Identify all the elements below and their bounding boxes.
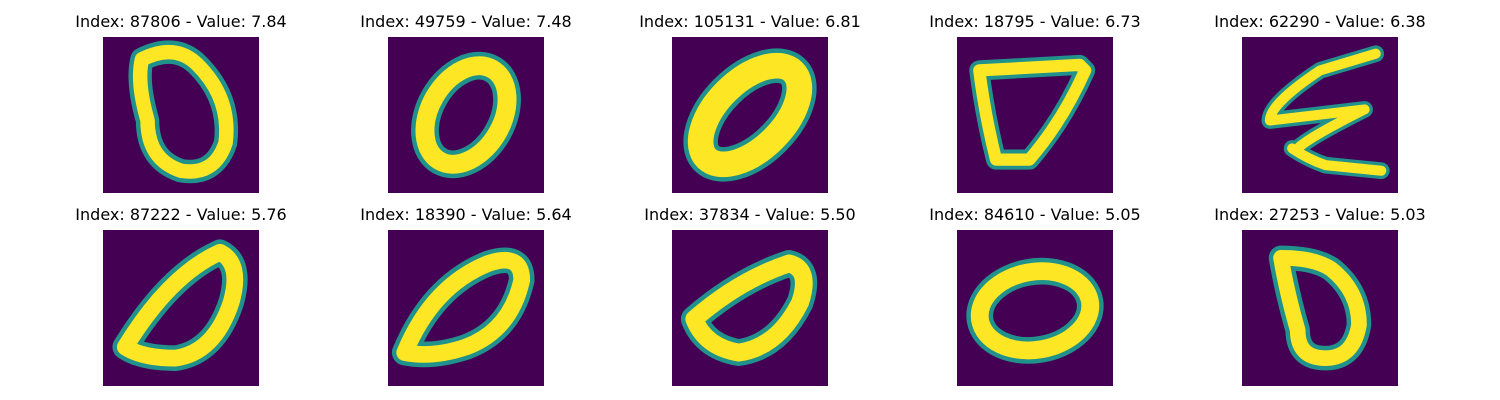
digit-image <box>957 37 1113 193</box>
digit-image <box>672 37 828 193</box>
digit-image <box>103 230 259 386</box>
digit-image <box>672 230 828 386</box>
digit-panel-5: Index: 62290 - Value: 6.38 <box>1175 12 1465 192</box>
digit-panel-1: Index: 87806 - Value: 7.84 <box>36 12 326 192</box>
digit-panel-2: Index: 49759 - Value: 7.48 <box>321 12 611 192</box>
panel-title: Index: 18390 - Value: 5.64 <box>321 205 611 225</box>
digit-panel-4: Index: 18795 - Value: 6.73 <box>890 12 1180 192</box>
digit-image <box>1242 230 1398 386</box>
digit-panel-7: Index: 18390 - Value: 5.64 <box>321 205 611 385</box>
panel-title: Index: 87806 - Value: 7.84 <box>36 12 326 32</box>
digit-panel-10: Index: 27253 - Value: 5.03 <box>1175 205 1465 385</box>
digit-image <box>957 230 1113 386</box>
digit-panel-3: Index: 105131 - Value: 6.81 <box>605 12 895 192</box>
panel-title: Index: 62290 - Value: 6.38 <box>1175 12 1465 32</box>
digit-image <box>1242 37 1398 193</box>
digit-panel-8: Index: 37834 - Value: 5.50 <box>605 205 895 385</box>
digit-image <box>388 230 544 386</box>
digit-image <box>103 37 259 193</box>
panel-title: Index: 84610 - Value: 5.05 <box>890 205 1180 225</box>
panel-title: Index: 37834 - Value: 5.50 <box>605 205 895 225</box>
panel-title: Index: 87222 - Value: 5.76 <box>36 205 326 225</box>
digit-panel-9: Index: 84610 - Value: 5.05 <box>890 205 1180 385</box>
digit-image <box>388 37 544 193</box>
digit-panel-6: Index: 87222 - Value: 5.76 <box>36 205 326 385</box>
panel-title: Index: 18795 - Value: 6.73 <box>890 12 1180 32</box>
panel-title: Index: 105131 - Value: 6.81 <box>605 12 895 32</box>
panel-title: Index: 27253 - Value: 5.03 <box>1175 205 1465 225</box>
panel-title: Index: 49759 - Value: 7.48 <box>321 12 611 32</box>
